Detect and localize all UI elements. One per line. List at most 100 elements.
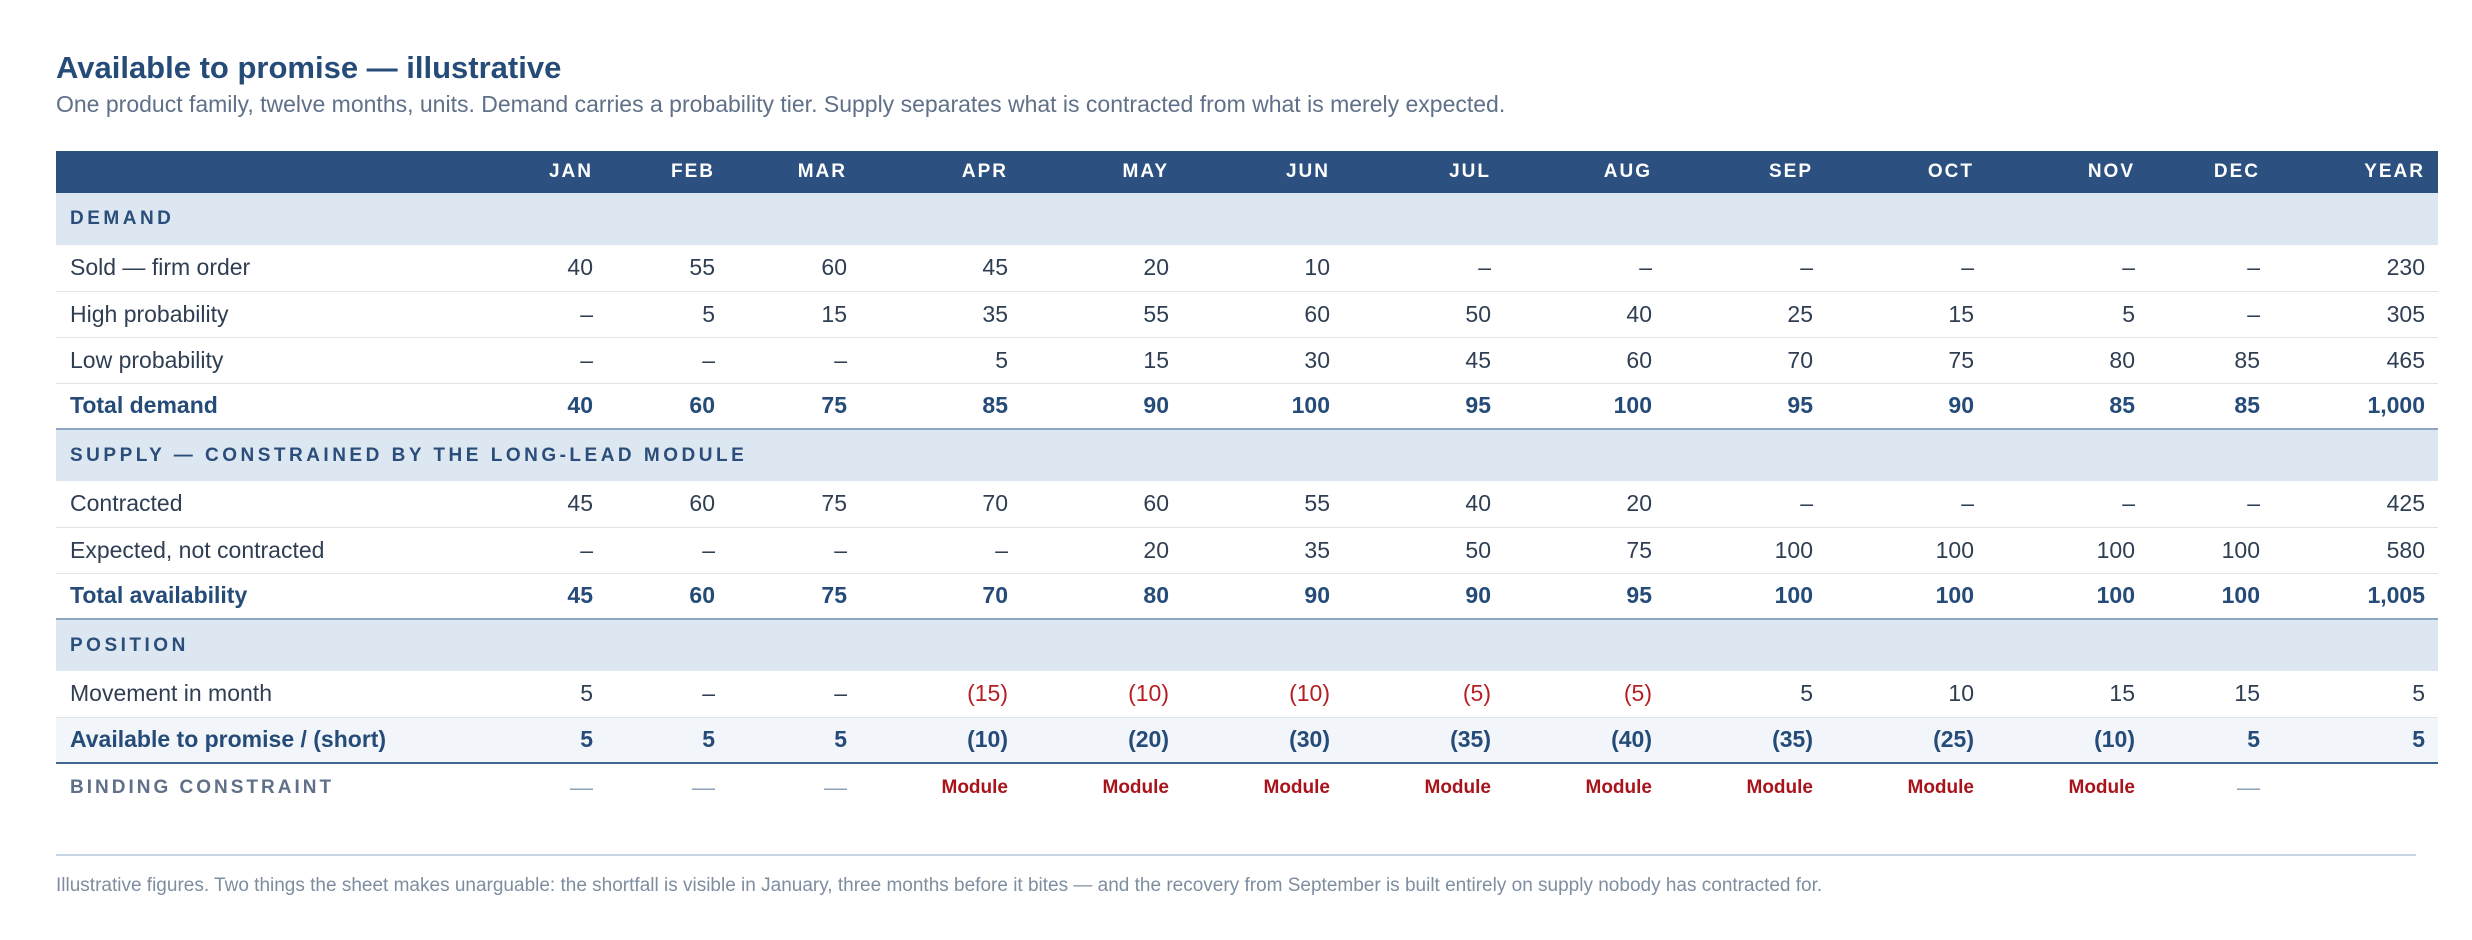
table-row: High probability – 5 15 35 55 60 50 40 25 15 5 – 305 [56, 291, 2438, 337]
cell-mar: – [834, 680, 847, 707]
cell-mar: – [834, 346, 847, 373]
cell-year: 1,005 [2367, 582, 2425, 609]
cell-jul: 40 [1465, 490, 1491, 517]
cell-jan: 45 [567, 582, 593, 609]
header-sep: SEP [1768, 161, 1813, 182]
section-demand: DEMAND [56, 193, 2438, 245]
cell-jul: (5) [1462, 680, 1491, 707]
cell-apr: – [995, 536, 1008, 563]
cell-jan: – [580, 300, 593, 327]
cell-year: 5 [2412, 680, 2425, 707]
cell-dec: 85 [2234, 346, 2260, 373]
cell-jun: (10) [1289, 680, 1330, 707]
cell-mar: 15 [821, 300, 847, 327]
cell-nov: 100 [2096, 536, 2135, 563]
cell-jun: (30) [1289, 726, 1330, 753]
cell-year: 305 [2386, 300, 2425, 327]
cell-dec: — [2237, 774, 2260, 800]
cell-aug: 40 [1626, 300, 1652, 327]
header-feb: FEB [671, 161, 715, 182]
header-nov: NOV [2087, 161, 2135, 182]
cell-jul: Module [1424, 776, 1492, 798]
cell-year: 580 [2386, 536, 2425, 563]
cell-feb: 60 [689, 392, 715, 419]
cell-jan: 5 [580, 680, 593, 707]
cell-jan: – [580, 536, 593, 563]
cell-aug: 100 [1613, 392, 1652, 419]
cell-jun: 90 [1304, 582, 1330, 609]
row-label: Sold — firm order [70, 254, 251, 281]
cell-nov: 100 [2096, 582, 2135, 609]
cell-apr: 70 [982, 582, 1008, 609]
cell-mar: — [824, 774, 847, 800]
cell-sep: – [1800, 254, 1813, 281]
cell-may: 20 [1143, 536, 1169, 563]
cell-mar: 75 [821, 490, 847, 517]
cell-oct: – [1961, 490, 1974, 517]
header-jan: JAN [548, 161, 593, 182]
cell-apr: 45 [982, 254, 1008, 281]
cell-apr: 35 [982, 300, 1008, 327]
cell-dec: 5 [2247, 726, 2260, 753]
cell-jul: – [1478, 254, 1491, 281]
cell-sep: 100 [1774, 582, 1813, 609]
cell-feb: 60 [689, 490, 715, 517]
row-label: Available to promise / (short) [70, 726, 387, 753]
cell-sep: 95 [1787, 392, 1813, 419]
cell-nov: 5 [2122, 300, 2135, 327]
cell-oct: 100 [1935, 536, 1974, 563]
table-row: Movement in month 5 – – (15) (10) (10) (5) (5) 5 1… [56, 671, 2438, 717]
row-label: Total demand [70, 392, 218, 419]
section-label: POSITION [70, 634, 189, 656]
cell-feb: — [692, 774, 715, 800]
cell-jul: 50 [1465, 300, 1491, 327]
cell-nov: 80 [2109, 346, 2135, 373]
cell-nov: – [2122, 254, 2135, 281]
row-label: Contracted [70, 490, 183, 517]
row-label: Low probability [70, 346, 224, 373]
page-title: Available to promise — illustrative [56, 50, 562, 85]
cell-dec: – [2247, 254, 2260, 281]
cell-nov: 15 [2109, 680, 2135, 707]
footnote: Illustrative figures. Two things the she… [56, 875, 1823, 896]
cell-nov: – [2122, 490, 2135, 517]
cell-jul: 95 [1465, 392, 1491, 419]
cell-jul: 90 [1465, 582, 1491, 609]
header-jul: JUL [1449, 161, 1491, 182]
cell-may: 55 [1143, 300, 1169, 327]
cell-year: 230 [2386, 254, 2425, 281]
cell-jul: 50 [1465, 536, 1491, 563]
cell-jun: 30 [1304, 346, 1330, 373]
row-label: BINDING CONSTRAINT [70, 776, 335, 798]
cell-may: 20 [1143, 254, 1169, 281]
cell-jun: 100 [1291, 392, 1330, 419]
header-apr: APR [961, 161, 1008, 182]
cell-jan: 40 [567, 254, 593, 281]
row-label: Movement in month [70, 680, 272, 707]
row-label: Total availability [70, 582, 248, 609]
cell-dec: 85 [2234, 392, 2260, 419]
cell-year: 465 [2386, 346, 2425, 373]
table-row: Sold — firm order 40 55 60 45 20 10 – – – – – – 230 [56, 245, 2438, 291]
header-oct: OCT [1927, 161, 1974, 182]
cell-may: (10) [1128, 680, 1169, 707]
cell-feb: – [702, 680, 715, 707]
page: Available to promise — illustrative One … [56, 48, 2438, 899]
cell-jun: 55 [1304, 490, 1330, 517]
cell-mar: 60 [821, 254, 847, 281]
header-label-spacer [56, 151, 476, 193]
cell-jul: (35) [1450, 726, 1491, 753]
cell-oct: Module [1907, 776, 1975, 798]
cell-sep: 25 [1787, 300, 1813, 327]
total-row: Total demand 40 60 75 85 90 100 95 100 95 90 85 85 1,… [56, 383, 2438, 429]
table-row: Expected, not contracted – – – – 20 35 50 75 100 1… [56, 527, 2438, 573]
cell-sep: Module [1746, 776, 1814, 798]
cell-year: 1,000 [2367, 392, 2425, 419]
cell-apr: (10) [967, 726, 1008, 753]
total-row: Total availability 45 60 75 70 80 90 90 95 100 100… [56, 573, 2438, 619]
cell-jan: 40 [567, 392, 593, 419]
cell-aug: (40) [1611, 726, 1652, 753]
cell-aug: Module [1585, 776, 1653, 798]
cell-jun: 35 [1304, 536, 1330, 563]
section-position: POSITION [56, 619, 2438, 671]
